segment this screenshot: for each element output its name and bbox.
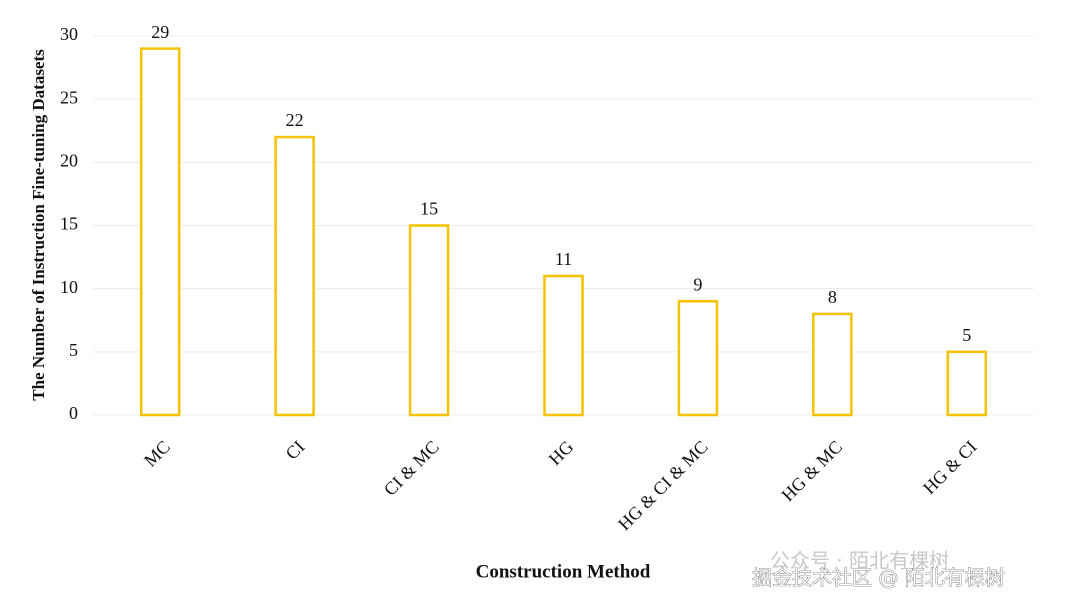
x-tick-label: CI xyxy=(282,437,309,464)
data-label: 8 xyxy=(828,287,837,307)
x-tick-label: MC xyxy=(140,437,174,471)
y-tick-label: 5 xyxy=(69,340,78,360)
watermark: 掘金技术社区 @ 陌北有棵树 xyxy=(752,566,1005,590)
x-tick-label: HG & CI & MC xyxy=(614,437,712,535)
x-tick-label: HG & MC xyxy=(778,437,847,506)
y-tick-label: 25 xyxy=(60,87,78,107)
bar xyxy=(677,300,719,417)
data-label: 15 xyxy=(420,199,438,219)
bar xyxy=(139,47,181,417)
y-tick-label: 10 xyxy=(60,277,78,297)
x-tick-label: HG & CI xyxy=(919,437,981,499)
watermark: 公众号 · 陌北有棵树 xyxy=(770,549,949,573)
bar xyxy=(812,312,853,417)
data-label: 11 xyxy=(555,249,572,269)
data-label: 29 xyxy=(151,22,169,42)
bar xyxy=(408,224,450,417)
y-axis-label: The Number of Instruction Fine-tuning Da… xyxy=(29,49,48,401)
y-tick-label: 30 xyxy=(60,24,78,44)
data-label: 5 xyxy=(962,325,971,345)
x-axis-label: Construction Method xyxy=(476,561,651,582)
y-tick-label: 15 xyxy=(60,214,78,234)
x-tick-label: CI & MC xyxy=(380,437,443,500)
y-tick-label: 20 xyxy=(60,150,78,170)
bar xyxy=(274,135,315,417)
data-label: 9 xyxy=(693,274,702,294)
x-tick-label: HG xyxy=(545,437,578,470)
data-label: 22 xyxy=(286,110,304,130)
bar xyxy=(543,274,584,417)
bar xyxy=(946,350,988,417)
y-tick-label: 0 xyxy=(69,403,78,423)
